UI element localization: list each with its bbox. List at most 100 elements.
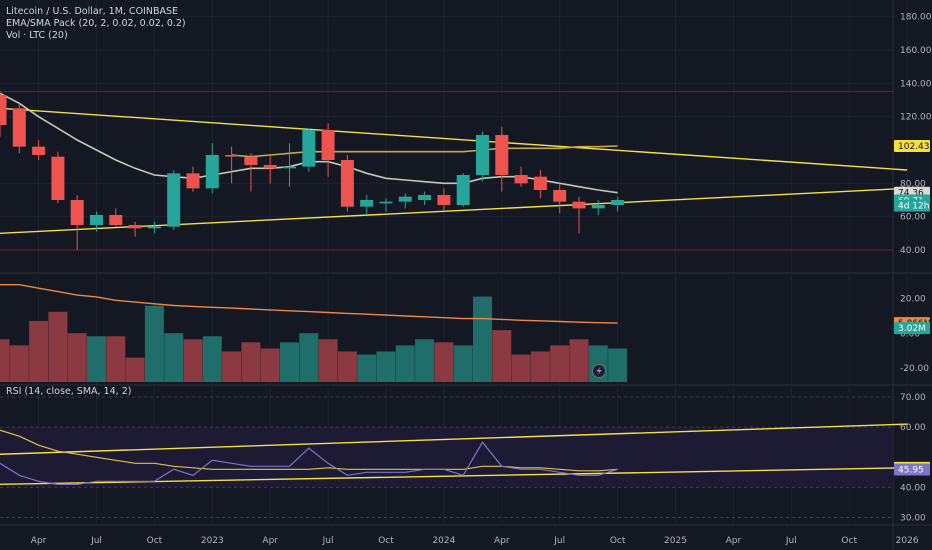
volume-bar[interactable] bbox=[473, 296, 492, 382]
candle-body[interactable] bbox=[147, 226, 161, 229]
candle-body[interactable] bbox=[533, 176, 547, 190]
volume-pane[interactable] bbox=[0, 284, 628, 382]
candle-body[interactable] bbox=[167, 173, 181, 227]
volume-bar[interactable] bbox=[280, 342, 299, 382]
candle-body[interactable] bbox=[109, 215, 123, 225]
volume-ma-line[interactable] bbox=[0, 284, 618, 324]
time-tick-label: 2025 bbox=[664, 536, 687, 546]
volume-bar[interactable] bbox=[222, 351, 242, 382]
price-scale[interactable]: 180.00 160.00 140.00 120.00 80.00 60.00 40.00 1… bbox=[894, 13, 932, 524]
price-tag-bg bbox=[894, 139, 930, 152]
time-scale[interactable]: Apr Jul Oct 2023 Apr Jul Oct 2024 Apr Jul Oct 2025 A… bbox=[31, 536, 919, 546]
volume-bar[interactable] bbox=[357, 354, 377, 382]
time-tick-label: Jul bbox=[90, 536, 102, 546]
volume-bar[interactable] bbox=[260, 348, 280, 382]
candle-body[interactable] bbox=[244, 156, 258, 165]
time-tick-label: 2026 bbox=[896, 536, 919, 546]
volume-bar[interactable] bbox=[608, 348, 628, 382]
candle-body[interactable] bbox=[476, 135, 489, 175]
time-tick-label: 2024 bbox=[432, 536, 455, 546]
rsi-trendline[interactable] bbox=[0, 423, 908, 455]
volume-bar[interactable] bbox=[415, 339, 435, 382]
candle-body[interactable] bbox=[12, 108, 26, 147]
price-pane[interactable] bbox=[0, 91, 908, 251]
sma-line[interactable] bbox=[231, 145, 618, 158]
time-tick-label: Apr bbox=[726, 536, 742, 546]
candle-body[interactable] bbox=[456, 175, 470, 205]
candle-body[interactable] bbox=[51, 156, 65, 200]
volume-bar[interactable] bbox=[453, 345, 473, 382]
price-tick-label: 60.00 bbox=[900, 213, 926, 223]
candle-body[interactable] bbox=[437, 195, 451, 205]
price-trendline[interactable] bbox=[0, 107, 908, 171]
rsi-tick-label: 70.00 bbox=[900, 393, 926, 403]
time-tick-label: Apr bbox=[262, 536, 278, 546]
volume-bar[interactable] bbox=[87, 336, 106, 382]
candle-body[interactable] bbox=[263, 165, 277, 169]
time-tick-label: Oct bbox=[147, 536, 163, 546]
rsi-ma-line[interactable] bbox=[0, 429, 618, 472]
volume-bar[interactable] bbox=[164, 333, 184, 382]
rsi-legend[interactable]: RSI (14, close, SMA, 14, 2) bbox=[6, 386, 131, 397]
volume-bar[interactable] bbox=[48, 311, 68, 382]
candle-body[interactable] bbox=[398, 196, 412, 202]
volume-bar[interactable] bbox=[395, 345, 415, 382]
candle-body[interactable] bbox=[495, 135, 509, 175]
price-trendline[interactable] bbox=[0, 187, 908, 235]
volume-bar[interactable] bbox=[125, 357, 145, 382]
candle-body[interactable] bbox=[514, 175, 528, 184]
volume-bar[interactable] bbox=[337, 351, 357, 382]
candle-body[interactable] bbox=[379, 201, 393, 204]
rsi-line[interactable] bbox=[0, 441, 618, 485]
volume-bar[interactable] bbox=[299, 333, 319, 382]
volume-bar[interactable] bbox=[144, 305, 164, 382]
candle-body[interactable] bbox=[70, 200, 84, 225]
volume-bar[interactable] bbox=[569, 339, 589, 382]
rsi-pane[interactable] bbox=[0, 396, 908, 518]
candle-body[interactable] bbox=[321, 130, 335, 160]
volume-bar[interactable] bbox=[434, 342, 454, 382]
volume-bar[interactable] bbox=[550, 345, 570, 382]
candle-body[interactable] bbox=[0, 95, 7, 125]
volume-bar[interactable] bbox=[67, 333, 87, 382]
candle-body[interactable] bbox=[186, 173, 200, 189]
candle-body[interactable] bbox=[591, 205, 605, 209]
volume-bar[interactable] bbox=[492, 330, 512, 382]
ema-sma-legend[interactable]: EMA/SMA Pack (20, 2, 0.02, 0.02, 0.2) bbox=[6, 18, 186, 29]
rsi-tick-label: 30.00 bbox=[900, 513, 926, 523]
volume-bar[interactable] bbox=[241, 342, 261, 382]
candle-body[interactable] bbox=[302, 130, 316, 167]
time-tick-label: Apr bbox=[31, 536, 47, 546]
price-tick-label: 80.00 bbox=[900, 179, 926, 189]
candle-body[interactable] bbox=[572, 201, 586, 209]
candle-body[interactable] bbox=[360, 200, 374, 207]
candle-body[interactable] bbox=[90, 215, 103, 225]
volume-tick-label: -20.00 bbox=[900, 364, 929, 374]
candle-body[interactable] bbox=[553, 190, 567, 202]
lightning-icon[interactable] bbox=[592, 364, 606, 378]
volume-bar[interactable] bbox=[202, 336, 222, 382]
candle-body[interactable] bbox=[611, 200, 625, 205]
price-tick-label: 180.00 bbox=[900, 13, 932, 23]
candle-body[interactable] bbox=[32, 146, 46, 155]
volume-bar[interactable] bbox=[530, 351, 550, 382]
volume-bar[interactable] bbox=[318, 339, 338, 382]
time-tick-label: Oct bbox=[378, 536, 394, 546]
rsi-tag: 45.95 bbox=[898, 465, 924, 475]
rsi-tag-bg bbox=[894, 463, 930, 476]
volume-bar[interactable] bbox=[183, 339, 203, 382]
volume-bar[interactable] bbox=[9, 345, 29, 382]
candle-body[interactable] bbox=[340, 160, 354, 207]
candle-body[interactable] bbox=[128, 225, 142, 229]
candle-body[interactable] bbox=[205, 155, 219, 189]
volume-bar[interactable] bbox=[106, 336, 126, 382]
candle-body[interactable] bbox=[225, 155, 239, 157]
volume-legend[interactable]: Vol · LTC (20) bbox=[6, 30, 68, 41]
volume-bar[interactable] bbox=[511, 354, 531, 382]
candle-body[interactable] bbox=[283, 166, 296, 169]
volume-bar[interactable] bbox=[376, 351, 396, 382]
volume-bar[interactable] bbox=[0, 339, 10, 382]
volume-bar[interactable] bbox=[29, 320, 49, 382]
candle-body[interactable] bbox=[418, 195, 432, 200]
